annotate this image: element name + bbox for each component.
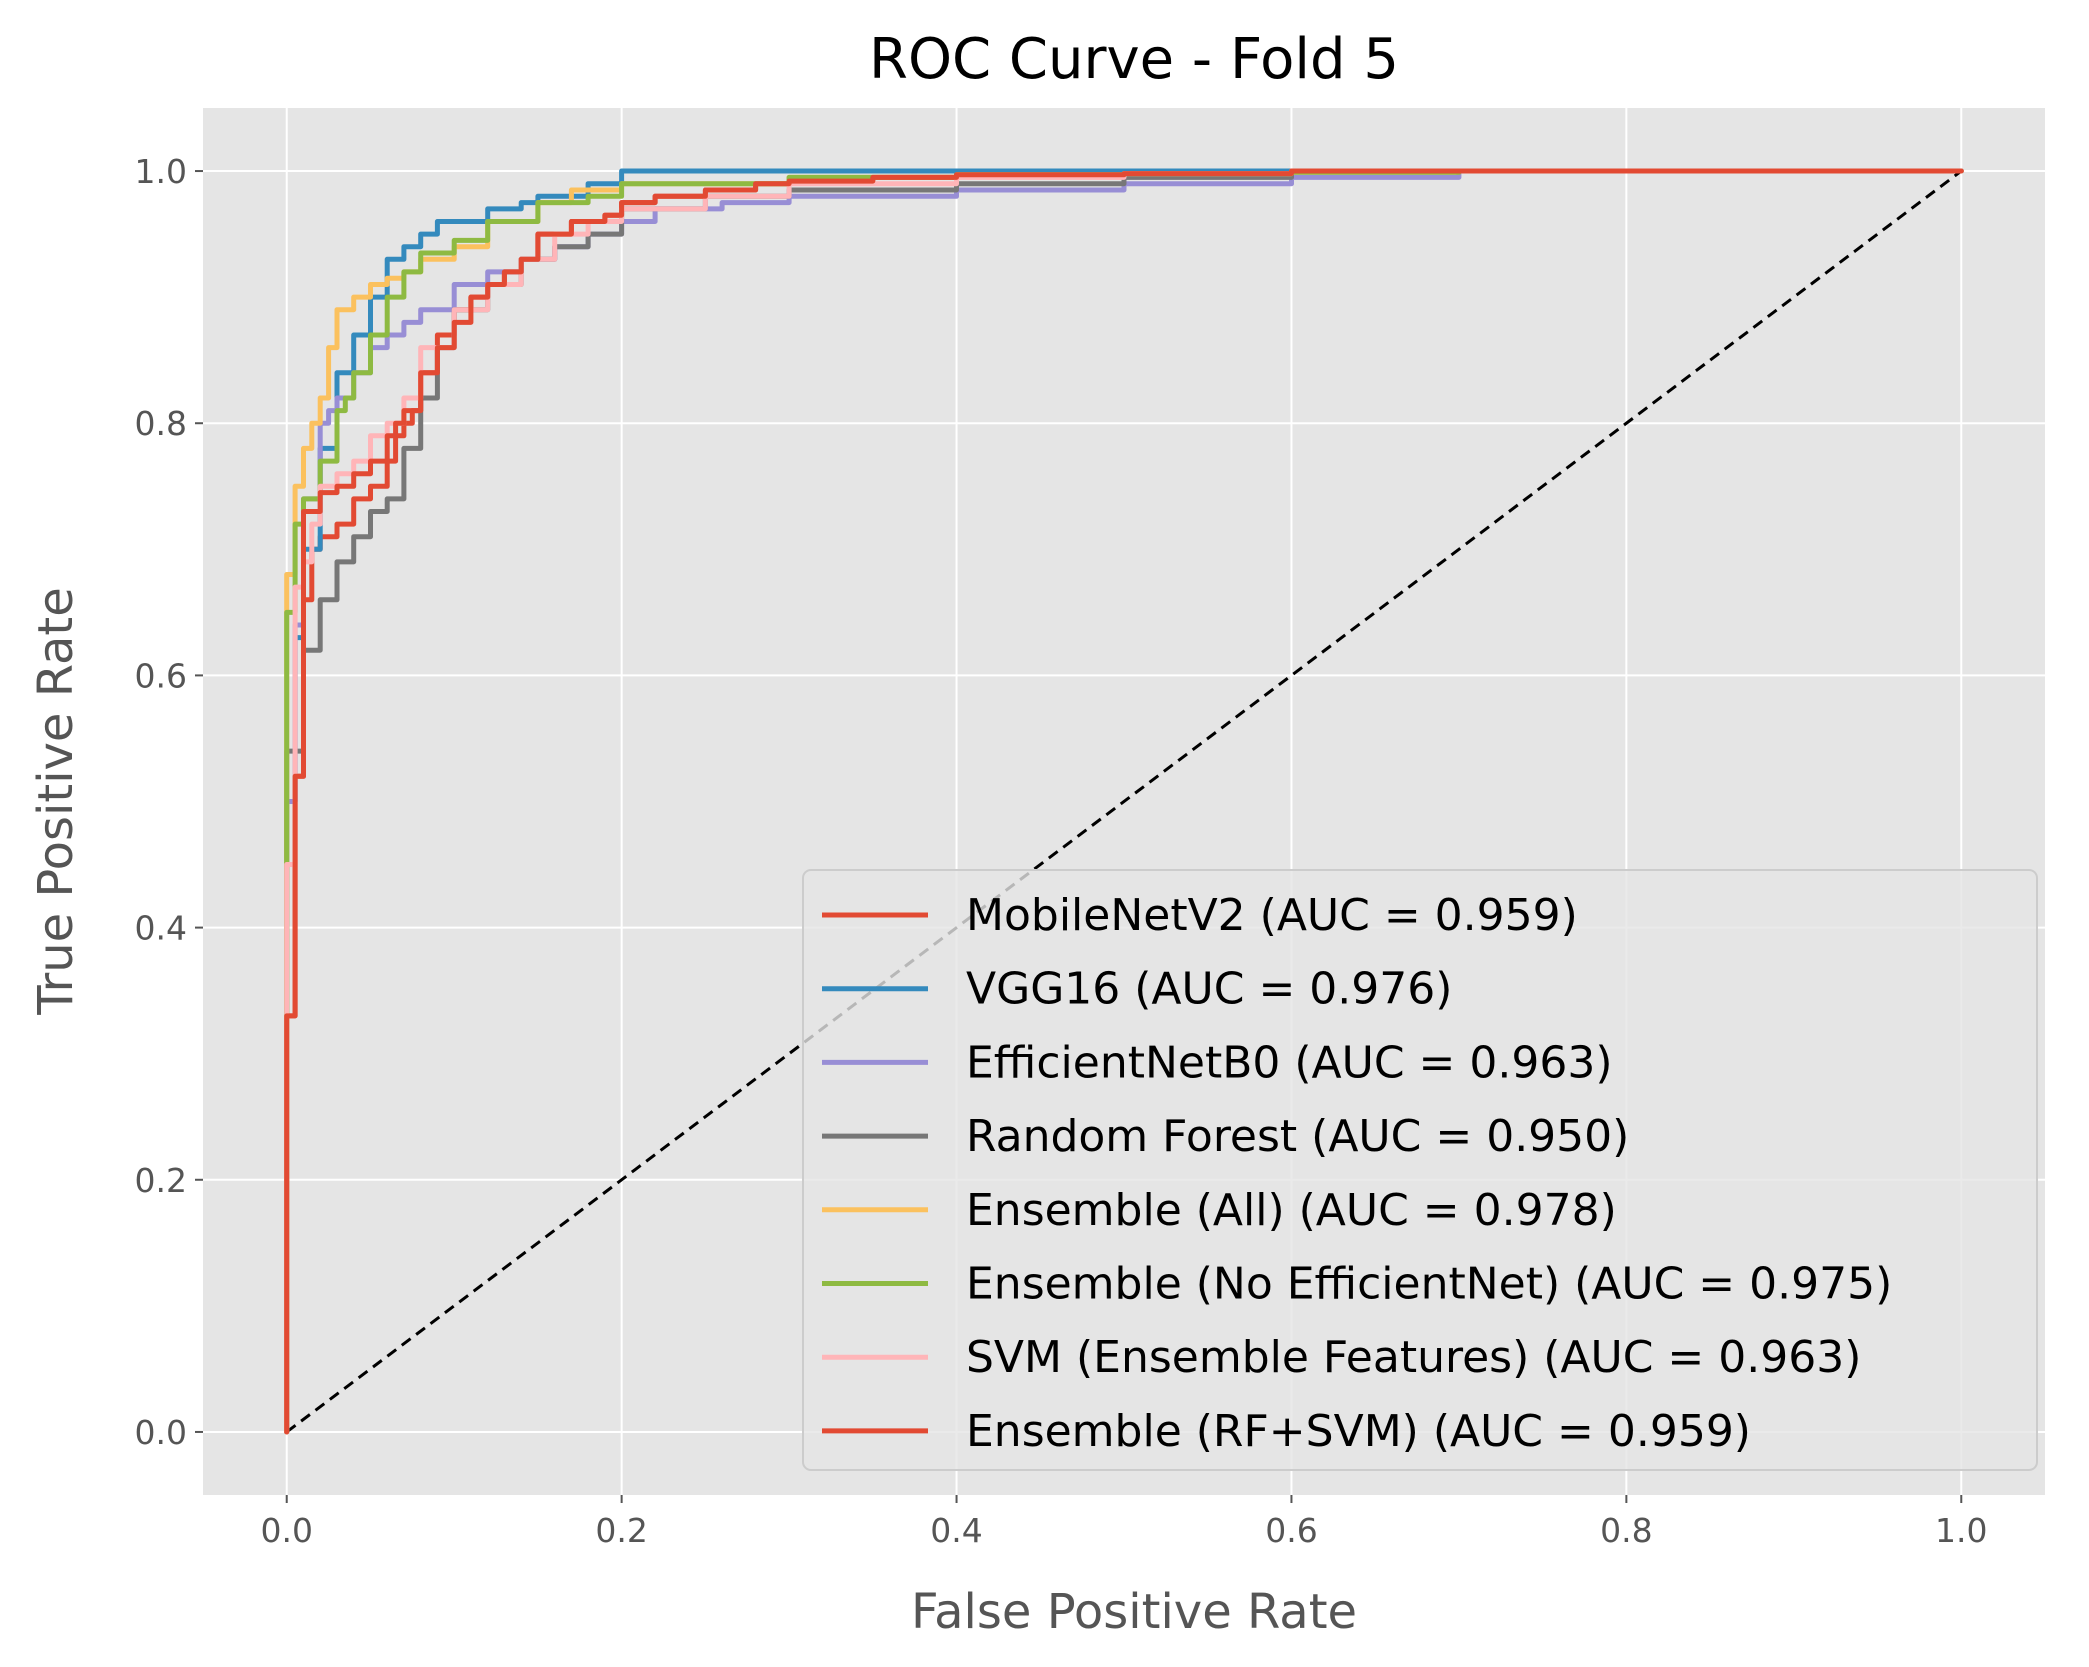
x-axis-label: False Positive Rate: [911, 1584, 1357, 1640]
x-tick-label: 0.2: [595, 1511, 647, 1550]
y-tick-label: 1.0: [135, 152, 187, 191]
legend-label: SVM (Ensemble Features) (AUC = 0.963): [966, 1332, 1861, 1383]
legend-box: [802, 869, 2038, 1471]
legend-label: Ensemble (RF+SVM) (AUC = 0.959): [966, 1406, 1751, 1457]
y-tick-label: 0.0: [135, 1413, 187, 1452]
y-tick-label: 0.2: [135, 1161, 187, 1200]
roc-series: [284, 168, 1964, 1435]
y-tick-label: 0.8: [135, 404, 187, 443]
legend-label: Random Forest (AUC = 0.950): [966, 1111, 1629, 1162]
x-tick-label: 0.6: [1265, 1511, 1317, 1550]
x-tick-label: 0.0: [260, 1511, 312, 1550]
legend-label: Ensemble (All) (AUC = 0.978): [966, 1185, 1617, 1236]
tick-labels: 0.0 0.2 0.4 0.6 0.8 1.0 0.0 0.2 0.4 0.6 0.8 1.0: [135, 152, 1988, 1550]
x-tick-label: 1.0: [1935, 1511, 1987, 1550]
chance-diagonal: [285, 169, 1963, 1434]
y-tick-label: 0.4: [135, 909, 187, 948]
legend-label: Ensemble (No EfficientNet) (AUC = 0.975): [966, 1259, 1892, 1310]
legend: MobileNetV2 (AUC = 0.959) VGG16 (AUC = 0.…: [802, 869, 2038, 1471]
y-tick-label: 0.6: [135, 656, 187, 695]
chart-title: ROC Curve - Fold 5: [869, 27, 1399, 92]
roc-line-7: [284, 168, 1964, 1435]
x-tick-label: 0.4: [930, 1511, 982, 1550]
roc-line-1: [284, 168, 1964, 1435]
y-axis-label: True Positive Rate: [28, 587, 84, 1016]
legend-label: MobileNetV2 (AUC = 0.959): [966, 890, 1578, 941]
x-tick-label: 0.8: [1600, 1511, 1652, 1550]
legend-label: VGG16 (AUC = 0.976): [966, 964, 1452, 1015]
legend-label: EfficientNetB0 (AUC = 0.963): [966, 1037, 1613, 1088]
